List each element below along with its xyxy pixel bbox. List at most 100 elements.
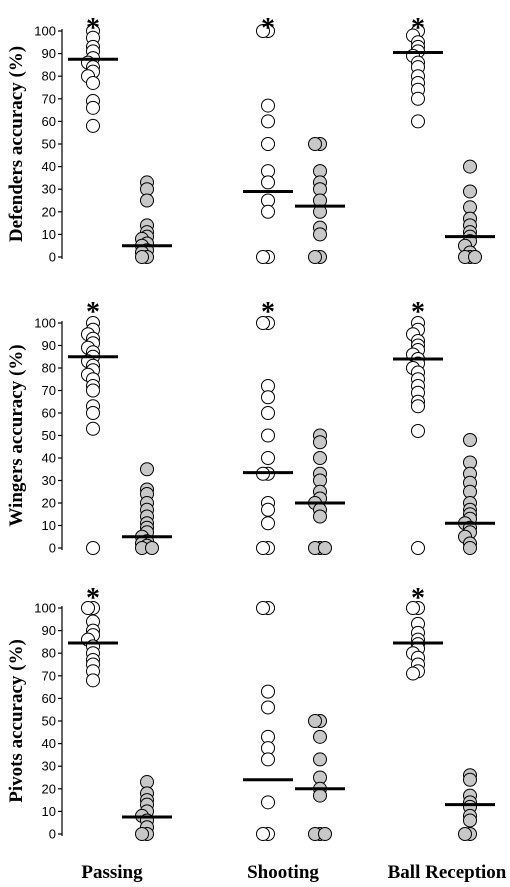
data-point xyxy=(261,428,275,443)
y-tick-label: 80 xyxy=(42,69,56,84)
y-tick-label: 10 xyxy=(42,227,56,242)
data-point xyxy=(463,541,477,555)
y-tick-label: 30 xyxy=(42,182,56,197)
data-point xyxy=(313,752,327,767)
significance-star: * xyxy=(86,297,100,328)
y-tick-label: 40 xyxy=(42,736,56,751)
data-point xyxy=(468,250,482,264)
y-axis-title: Defenders accuracy (%) xyxy=(6,46,27,242)
y-tick-label: 20 xyxy=(42,496,56,511)
data-point xyxy=(135,250,149,264)
y-tick-label: 0 xyxy=(49,541,56,556)
data-point xyxy=(406,601,420,615)
data-point xyxy=(86,673,100,688)
y-tick-label: 90 xyxy=(42,338,56,353)
data-point xyxy=(308,250,322,264)
category-labels: Passing Shooting Ball Reception xyxy=(81,862,506,883)
data-point xyxy=(318,541,332,555)
data-point xyxy=(458,827,472,841)
y-tick-label: 60 xyxy=(42,406,56,421)
y-tick-label: 40 xyxy=(42,159,56,174)
data-point xyxy=(411,541,425,555)
data-point xyxy=(308,714,322,728)
data-point xyxy=(81,601,95,615)
y-tick-label: 30 xyxy=(42,759,56,774)
panel-2: 0 10 20 30 40 50 60 70 80 90 100 Wingers accuracy (… xyxy=(6,297,495,556)
y-tick-label: 100 xyxy=(34,316,56,331)
panel-1: 0 10 20 30 40 50 60 70 80 90 100 Defenders accuracy… xyxy=(6,13,495,265)
significance-star: * xyxy=(261,297,275,328)
data-point xyxy=(261,175,275,190)
data-point xyxy=(145,541,159,555)
data-point xyxy=(256,541,270,555)
data-point xyxy=(86,406,100,420)
y-tick-label: 70 xyxy=(42,668,56,683)
data-point xyxy=(261,502,275,517)
data-point xyxy=(140,193,154,208)
y-tick-label: 50 xyxy=(42,714,56,729)
y-tick-label: 80 xyxy=(42,646,56,661)
data-point xyxy=(261,684,275,699)
data-point xyxy=(318,827,332,841)
data-point xyxy=(135,827,149,841)
data-point xyxy=(411,399,425,414)
y-tick-label: 70 xyxy=(42,91,56,106)
data-point xyxy=(86,75,100,90)
data-point xyxy=(256,827,270,841)
data-point xyxy=(463,184,477,199)
y-tick-label: 50 xyxy=(42,428,56,443)
data-point xyxy=(261,137,275,151)
y-tick-label: 40 xyxy=(42,451,56,466)
data-point xyxy=(411,114,425,129)
data-point xyxy=(313,227,327,242)
y-tick-label: 0 xyxy=(49,250,56,265)
data-point xyxy=(406,666,420,681)
y-tick-label: 10 xyxy=(42,518,56,533)
y-tick-label: 90 xyxy=(42,623,56,638)
significance-star: * xyxy=(411,13,425,44)
data-point xyxy=(256,316,270,330)
data-point xyxy=(86,118,100,133)
data-point xyxy=(261,204,275,219)
data-point xyxy=(313,451,327,465)
data-point xyxy=(463,813,477,828)
data-point xyxy=(261,795,275,810)
data-point xyxy=(313,435,327,450)
data-point xyxy=(261,114,275,129)
category-label: Passing xyxy=(81,862,143,883)
data-point xyxy=(261,406,275,420)
data-point xyxy=(261,451,275,465)
data-point xyxy=(140,462,154,477)
data-point xyxy=(261,752,275,767)
significance-star: * xyxy=(86,13,100,44)
y-tick-label: 20 xyxy=(42,204,56,219)
y-tick-label: 60 xyxy=(42,114,56,129)
data-point xyxy=(463,772,477,787)
y-tick-label: 10 xyxy=(42,804,56,819)
category-label: Shooting xyxy=(247,862,319,883)
significance-star: * xyxy=(411,297,425,328)
y-tick-label: 100 xyxy=(34,601,56,616)
data-point xyxy=(261,700,275,715)
y-tick-label: 100 xyxy=(34,24,56,39)
y-tick-label: 30 xyxy=(42,473,56,488)
data-point xyxy=(261,98,275,113)
data-point xyxy=(261,516,275,531)
y-tick-label: 50 xyxy=(42,137,56,152)
data-point xyxy=(86,541,100,555)
category-label: Ball Reception xyxy=(388,862,507,883)
significance-star: * xyxy=(261,13,275,44)
significance-star: * xyxy=(411,583,425,614)
data-point xyxy=(313,509,327,524)
data-point xyxy=(463,159,477,174)
data-point xyxy=(256,601,270,615)
data-point xyxy=(313,788,327,803)
data-point xyxy=(308,137,322,151)
data-point xyxy=(256,24,270,38)
y-tick-label: 80 xyxy=(42,361,56,376)
y-axis-title: Pivots accuracy (%) xyxy=(6,639,27,803)
data-point xyxy=(411,91,425,106)
y-tick-label: 20 xyxy=(42,781,56,796)
